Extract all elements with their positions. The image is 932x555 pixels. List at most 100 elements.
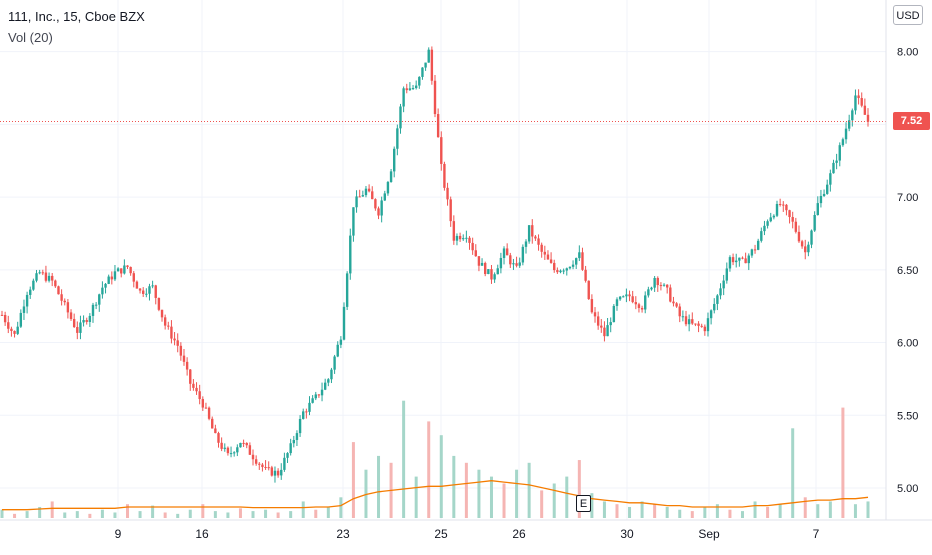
candle-body bbox=[374, 199, 377, 209]
candle-body bbox=[116, 268, 120, 272]
volume-bar bbox=[489, 476, 493, 518]
candle-body bbox=[782, 204, 785, 206]
candle-body bbox=[609, 322, 612, 326]
candle-body bbox=[167, 325, 170, 327]
candle-body bbox=[581, 252, 584, 270]
candle-body bbox=[603, 327, 606, 337]
candle-body bbox=[254, 459, 258, 464]
candle-body bbox=[537, 238, 540, 245]
candle-body bbox=[703, 326, 707, 332]
candle-body bbox=[0, 314, 4, 316]
candle-body bbox=[653, 277, 656, 288]
candle-body bbox=[433, 80, 437, 115]
candle-body bbox=[170, 326, 173, 339]
candle-body bbox=[844, 128, 848, 140]
volume-bar bbox=[728, 509, 732, 518]
candle-body bbox=[675, 303, 678, 307]
candle-body bbox=[574, 258, 578, 265]
candle-body bbox=[493, 274, 496, 280]
candle-body bbox=[443, 163, 446, 188]
grid bbox=[0, 0, 886, 520]
candle-body bbox=[810, 230, 813, 245]
candle-body bbox=[377, 208, 380, 216]
candle-body bbox=[612, 305, 616, 323]
candle-body bbox=[665, 284, 669, 288]
candle-body bbox=[722, 280, 725, 289]
candle-body bbox=[584, 269, 587, 281]
volume-bar bbox=[339, 497, 343, 518]
candle-body bbox=[339, 339, 343, 345]
candle-body bbox=[549, 259, 553, 263]
candle-body bbox=[741, 257, 744, 259]
volume-bar bbox=[163, 512, 167, 518]
volume-bar bbox=[602, 501, 606, 518]
candle-body bbox=[364, 188, 368, 196]
volume-bar bbox=[816, 504, 820, 518]
candle-body bbox=[13, 330, 16, 334]
candle-body bbox=[308, 402, 311, 412]
volume-bar bbox=[715, 504, 719, 518]
volume-bar bbox=[615, 504, 619, 518]
volume-bar bbox=[326, 506, 330, 518]
candle-body bbox=[292, 439, 296, 444]
candle-body bbox=[829, 173, 832, 185]
candle-body bbox=[35, 273, 38, 281]
candle-body bbox=[797, 231, 801, 242]
candle-body bbox=[98, 294, 101, 305]
candle-body bbox=[593, 312, 597, 317]
symbol-legend[interactable]: 111, Inc., 15, Cboe BZX bbox=[8, 9, 145, 24]
candle-body bbox=[126, 265, 129, 267]
candle-body bbox=[713, 303, 716, 311]
candle-body bbox=[600, 325, 603, 328]
candle-body bbox=[716, 295, 719, 304]
currency-button[interactable]: USD bbox=[893, 5, 923, 25]
time-tick-label: 16 bbox=[195, 527, 209, 541]
candle-body bbox=[474, 250, 477, 257]
candle-body bbox=[719, 288, 722, 296]
candle-body bbox=[841, 139, 845, 146]
volume-bar bbox=[414, 476, 418, 518]
volume-bar bbox=[151, 505, 155, 518]
candle-body bbox=[157, 297, 161, 310]
candle-body bbox=[305, 411, 308, 413]
time-axis[interactable]: 9 16 23 25 26 30 Sep 7 bbox=[115, 527, 820, 541]
candle-body bbox=[101, 287, 104, 295]
candle-body bbox=[198, 391, 201, 400]
candle-body bbox=[521, 246, 525, 263]
candle-body bbox=[336, 344, 339, 357]
candle-body bbox=[214, 428, 217, 434]
candle-body bbox=[753, 249, 757, 251]
candle-body bbox=[88, 315, 92, 322]
candle-body bbox=[440, 137, 443, 164]
volume-bar bbox=[690, 511, 694, 518]
candle-body bbox=[628, 294, 631, 297]
candle-body bbox=[659, 285, 663, 287]
candle-body bbox=[656, 277, 659, 286]
earnings-marker[interactable]: E bbox=[576, 495, 591, 512]
volume-bar bbox=[552, 483, 556, 518]
candle-body bbox=[383, 193, 386, 201]
volume-bar bbox=[740, 511, 744, 518]
candle-body bbox=[587, 280, 590, 300]
candle-body bbox=[91, 304, 95, 316]
candle-body bbox=[270, 467, 274, 476]
volume-bar bbox=[828, 501, 832, 518]
volume-bar bbox=[803, 497, 807, 518]
volume-bar bbox=[866, 501, 870, 518]
volume-legend[interactable]: Vol (20) bbox=[8, 30, 53, 45]
candle-body bbox=[449, 199, 452, 222]
candle-body bbox=[239, 442, 242, 448]
candle-body bbox=[804, 246, 807, 253]
candle-body bbox=[553, 262, 556, 271]
volume-bar bbox=[50, 501, 54, 518]
candle-body bbox=[725, 268, 729, 281]
candle-body bbox=[211, 418, 214, 429]
candle-body bbox=[487, 269, 490, 275]
candle-body bbox=[794, 221, 798, 232]
candle-body bbox=[47, 275, 51, 281]
candle-body bbox=[615, 299, 619, 306]
price-tick-label: 8.00 bbox=[897, 47, 918, 59]
candle-body bbox=[264, 466, 267, 468]
